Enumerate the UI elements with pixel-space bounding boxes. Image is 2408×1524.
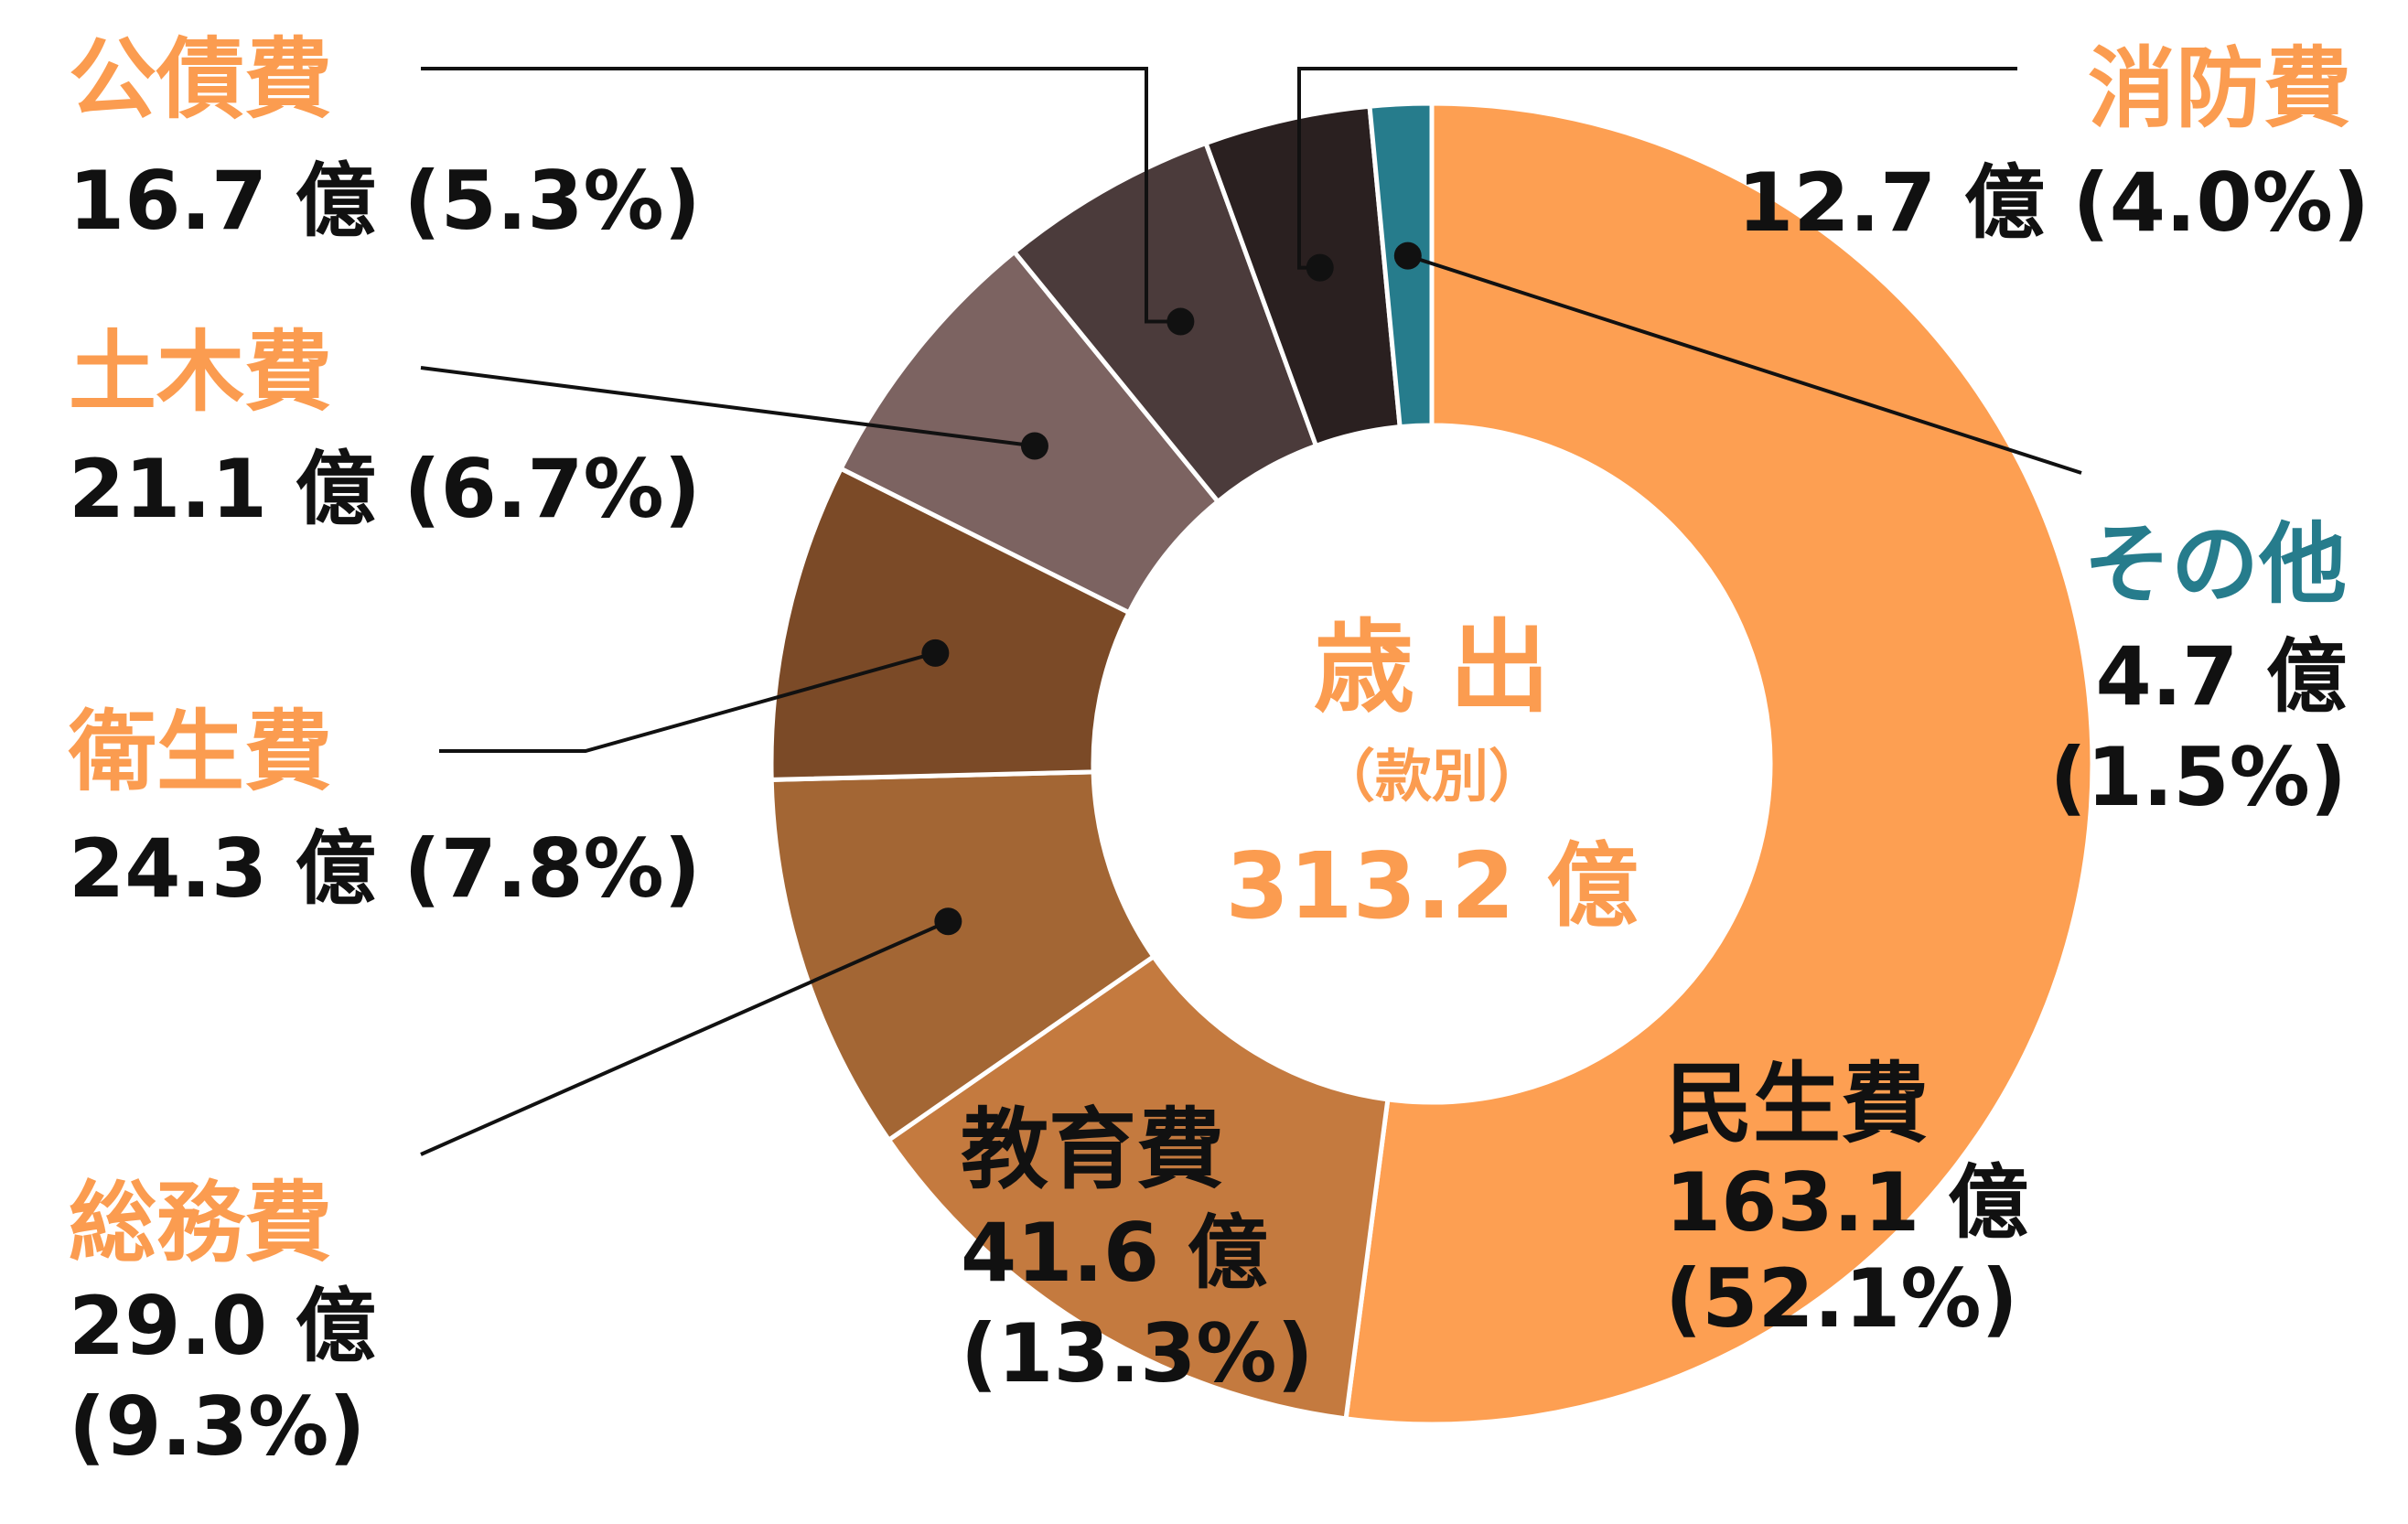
label-shoubou-value: 12.7 億 (4.0%) (1737, 156, 2370, 250)
label-kyouiku-name: 教育費 (961, 1099, 1224, 1201)
label-soumu-value: 29.0 億 (69, 1279, 376, 1373)
label-kyouiku-percent: (13.3%) (961, 1306, 1314, 1401)
label-sonota-percent: (1.5%) (2050, 730, 2348, 824)
label-eisei-name: 衛生費 (68, 701, 332, 803)
label-minsei-name: 民生費 (1665, 1053, 1929, 1155)
leader-dot-3 (921, 639, 950, 667)
leader-line-4 (420, 366, 1036, 448)
donut-slices (769, 101, 2095, 1427)
label-minsei-percent: (52.1%) (1665, 1251, 2018, 1346)
center-total: 313.2 億 (1225, 832, 1638, 939)
label-sonota-value: 4.7 億 (2095, 629, 2347, 724)
leader-line-7 (1407, 253, 2082, 475)
leader-dot-5 (1166, 307, 1195, 336)
leader-line-2 (420, 919, 950, 1156)
label-minsei-value: 163.1 億 (1665, 1155, 2028, 1250)
leader-dot-7 (1393, 241, 1422, 270)
leader-dot-2 (934, 907, 962, 936)
leader-lines (420, 67, 2082, 1156)
center-title: 歳 出 (1314, 609, 1550, 726)
label-shoubou-name: 消防費 (2088, 38, 2351, 140)
label-soumu-name: 総務費 (69, 1172, 332, 1274)
slice-2 (769, 769, 1157, 1143)
slice-0 (1343, 101, 2095, 1427)
label-kyouiku-value: 41.6 億 (961, 1206, 1268, 1300)
leader-dot-4 (1020, 432, 1048, 460)
leader-line-3 (439, 650, 936, 753)
leader-line-5 (421, 67, 1181, 324)
label-eisei-value: 24.3 億 (7.8%) (69, 821, 701, 916)
label-kousai-value: 16.7 億 (5.3%) (69, 154, 701, 248)
label-kousai-name: 公債費 (69, 28, 332, 131)
label-sonota-name: その他 (2083, 513, 2347, 616)
label-soumu-percent: (9.3%) (69, 1379, 366, 1474)
label-doboku-name: 土木費 (69, 321, 332, 424)
center-subtitle: （款別） (1318, 743, 1545, 810)
leader-dot-6 (1306, 253, 1334, 282)
slice-1 (886, 953, 1391, 1422)
label-doboku-value: 21.1 億 (6.7%) (69, 442, 701, 536)
